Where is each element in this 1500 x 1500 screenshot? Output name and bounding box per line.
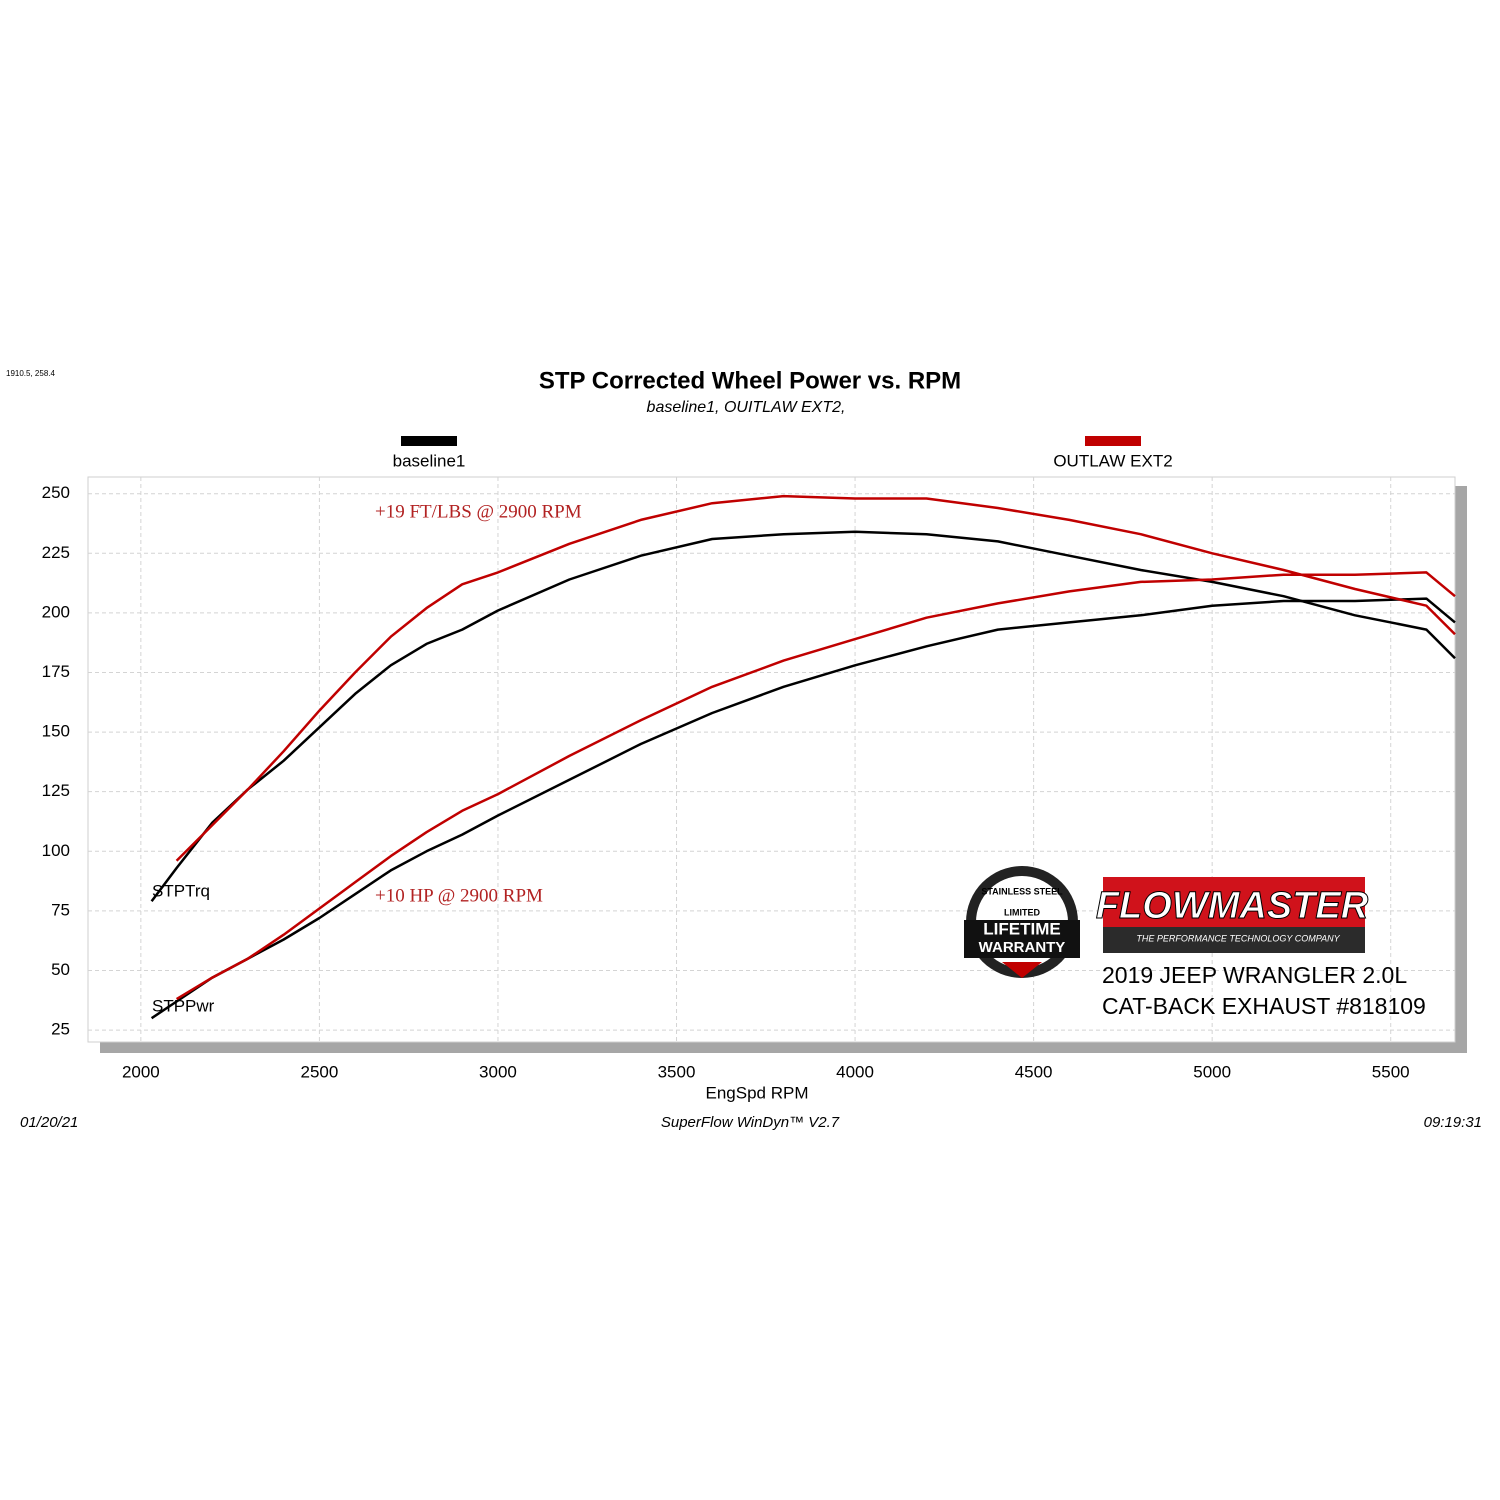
- footer-software: SuperFlow WinDyn™ V2.7: [661, 1114, 840, 1131]
- x-tick-label: 5500: [1372, 1062, 1410, 1081]
- y-tick-label: 250: [42, 483, 70, 502]
- x-tick-label: 2000: [122, 1062, 160, 1081]
- caption: CAT-BACK EXHAUST #818109: [1102, 993, 1426, 1019]
- y-tick-label: 75: [51, 900, 70, 919]
- x-tick-label: 3500: [658, 1062, 696, 1081]
- torque-line: [150, 530, 1456, 903]
- legend-label: baseline1: [393, 451, 466, 470]
- power-line: [175, 571, 1456, 1001]
- brand-logo: FLOWMASTER THE PERFORMANCE TECHNOLOGY CO…: [1095, 877, 1369, 953]
- legend-swatch: [1085, 436, 1141, 446]
- caption: 2019 JEEP WRANGLER 2.0L: [1102, 962, 1407, 988]
- x-tick-label: 4000: [836, 1062, 874, 1081]
- x-tick-label: 3000: [479, 1062, 517, 1081]
- badge-text: LIMITED: [1004, 907, 1040, 917]
- badge-text: STAINLESS STEEL: [981, 886, 1063, 896]
- chart-subtitle: baseline1, OUITLAW EXT2,: [647, 399, 846, 416]
- legend-swatch: [401, 436, 457, 446]
- badge-text: WARRANTY: [979, 939, 1066, 956]
- y-tick-label: 175: [42, 662, 70, 681]
- x-tick-label: 4500: [1015, 1062, 1053, 1081]
- x-tick-label: 5000: [1193, 1062, 1231, 1081]
- curve-label: STPPwr: [152, 996, 215, 1015]
- x-tick-label: 2500: [300, 1062, 338, 1081]
- x-axis-label: EngSpd RPM: [706, 1083, 809, 1102]
- y-tick-label: 150: [42, 722, 70, 741]
- badge-arrow: [1002, 962, 1042, 978]
- chart-title: STP Corrected Wheel Power vs. RPM: [539, 367, 961, 394]
- y-tick-label: 225: [42, 543, 70, 562]
- torque-line: [175, 494, 1456, 862]
- logo-red: [1103, 877, 1365, 927]
- y-tick-label: 200: [42, 602, 70, 621]
- legend-label: OUTLAW EXT2: [1053, 451, 1172, 470]
- annotation: +10 HP @ 2900 RPM: [375, 885, 543, 906]
- annotation: +19 FT/LBS @ 2900 RPM: [375, 501, 582, 522]
- badge-band: [964, 920, 1080, 958]
- warranty-badge: STAINLESS STEEL LIMITED LIFETIME WARRANT…: [964, 866, 1080, 978]
- lines: [150, 494, 1456, 1020]
- footer-date: 01/20/21: [20, 1114, 78, 1131]
- y-tick-label: 25: [51, 1020, 70, 1039]
- corner-note: 1910.5, 258.4: [6, 369, 55, 378]
- badge-text: LIFETIME: [983, 919, 1060, 938]
- y-tick-label: 125: [42, 781, 70, 800]
- y-tick-label: 50: [51, 960, 70, 979]
- y-tick-label: 100: [42, 841, 70, 860]
- curve-label: STPTrq: [152, 881, 210, 900]
- logo-brand: FLOWMASTER: [1096, 885, 1369, 927]
- logo-tagline: THE PERFORMANCE TECHNOLOGY COMPANY: [1136, 933, 1340, 943]
- power-line: [150, 597, 1456, 1020]
- footer-time: 09:19:31: [1424, 1114, 1482, 1131]
